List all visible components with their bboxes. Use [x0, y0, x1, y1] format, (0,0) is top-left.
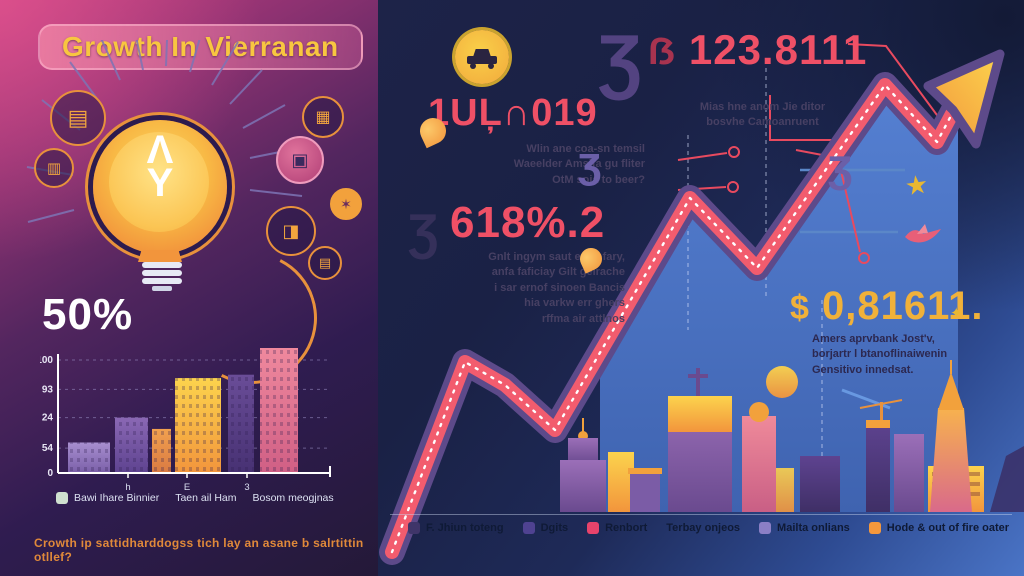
starburst-glyph: ✶ — [340, 195, 352, 212]
svg-text:54: 54 — [42, 443, 54, 454]
svg-text:h: h — [125, 482, 130, 493]
legend-label: Dgits — [540, 522, 569, 534]
stat-date-value: 1UĻ∩019 — [428, 92, 598, 134]
car-wheel — [470, 63, 476, 69]
legend-swatch — [868, 522, 881, 534]
city-skyline — [560, 360, 1024, 512]
stat-money-top: ẞ 123.8111 — [648, 26, 867, 74]
grid-glyph: ▦ — [315, 109, 331, 126]
lightbulb-illustration: Λ Y — [93, 120, 227, 254]
legend-swatch — [522, 522, 535, 534]
grid-icon: ▦ — [302, 96, 344, 138]
stat-50-percent: 50% — [42, 290, 134, 339]
legend-divider — [390, 514, 1012, 515]
svg-text:3: 3 — [244, 482, 249, 493]
star-icon: ★ — [902, 168, 931, 202]
moon — [766, 366, 798, 398]
legend-swatch — [56, 492, 68, 504]
file-icon: ▤ — [308, 246, 342, 280]
stat-date-sub: Wlin ane coa-sn temsil Waeelder Amsifa gu… — [513, 143, 645, 186]
folder-icon: ◨ — [266, 206, 316, 256]
legend-label: Terbay onjeos — [666, 522, 741, 534]
legend-item: Bosom meogjnas — [253, 492, 334, 504]
stat-money-top-sub: Mias hne anom Jie ditor bosvhe Camoanruen… — [699, 101, 826, 129]
bulb-neck — [138, 250, 182, 262]
right-chart-legend: F. Jhiun toteng Dgits Renbort Terbay onjeos… — [408, 522, 1014, 534]
glyph-top: Λ — [146, 128, 174, 172]
svg-text:93: 93 — [42, 384, 54, 395]
legend-label: Mailta onlians — [777, 522, 850, 534]
city-bar-chart: 100 93 24 54 0 h E 3 — [40, 348, 331, 493]
left-chart-legend: Bawi Ihare Binnier Taen ail Ham Bosom meog… — [56, 492, 334, 504]
legend-item: Bawi Ihare Binnier — [56, 492, 159, 504]
flourish-small-icon: ʒ — [828, 139, 853, 191]
stat-money-gold-sub: Amers aprvbank Jost'v, borjartr l btanofl… — [812, 333, 948, 376]
dollar-glyph: $ — [790, 289, 810, 327]
spire-tower — [930, 408, 972, 512]
stat-money-gold-value: 0,81611. — [822, 284, 984, 328]
legend-item: Dgits — [522, 522, 569, 534]
bulb-inner-glow — [109, 132, 209, 232]
briefcase-icon: ▣ — [276, 136, 324, 184]
legend-item: Renbort — [587, 522, 647, 534]
footnote-text: Crowth ip sattidharddogss tich lay an as… — [34, 536, 364, 564]
currency-glyph-b: ẞ — [648, 31, 677, 73]
stat-growth-value: 618%.2 — [450, 198, 606, 247]
bulb-thread — [142, 270, 182, 276]
left-panel: Growth In Vierranan Λ Y — [0, 0, 378, 576]
legend-label: Renbort — [605, 522, 648, 534]
legend-label: Bawi Ihare Binnier — [74, 492, 160, 504]
stat-money-gold: $ 0,81611. — [790, 284, 984, 329]
car-wheel — [488, 63, 494, 69]
legend-item: F. Jhiun toteng — [408, 522, 504, 534]
flourish-icon: Ʒ — [598, 21, 642, 101]
document-icon: ▤ — [50, 90, 106, 146]
svg-text:24: 24 — [42, 413, 54, 424]
file-glyph: ▤ — [318, 255, 332, 270]
legend-swatch — [408, 522, 420, 534]
legend-swatch — [759, 522, 772, 534]
currency-glyph: Λ Y — [93, 128, 227, 205]
receipt-glyph: ▥ — [46, 160, 62, 177]
legend-label: Bosom meogjnas — [252, 492, 334, 504]
legend-item: Hode & out of fire oater — [868, 522, 1010, 534]
car-body — [467, 56, 497, 64]
bird-icon — [905, 224, 941, 243]
legend-item: Taen ail Ham — [175, 492, 236, 504]
flourish-dark-icon: Ʒ — [408, 204, 439, 260]
legend-item: Mailta onlians — [759, 522, 850, 534]
bulb-rays — [26, 40, 303, 223]
sparkle-icon: ✦ — [950, 305, 963, 322]
document-glyph: ▤ — [67, 105, 89, 130]
legend-item: Terbay onjeos — [666, 522, 740, 534]
legend-swatch — [587, 522, 600, 534]
folder-glyph: ◨ — [282, 220, 300, 241]
legend-label: Hode & out of fire oater — [886, 522, 1010, 534]
title-text: Growth In Vierranan — [62, 31, 339, 62]
bulb-thread — [142, 278, 182, 284]
starburst-icon: ✶ — [330, 188, 362, 220]
bulb-tip — [152, 286, 172, 291]
svg-text:0: 0 — [47, 468, 53, 479]
bulb-thread — [142, 262, 182, 268]
car-cab — [473, 49, 491, 57]
svg-text:100: 100 — [40, 355, 53, 366]
legend-label: Taen ail Ham — [175, 492, 237, 504]
receipt-icon: ▥ — [34, 148, 74, 188]
legend-label: F. Jhiun toteng — [426, 522, 504, 534]
svg-text:E: E — [184, 482, 190, 493]
briefcase-glyph: ▣ — [291, 149, 309, 170]
flourish-small-icon: ʒ — [578, 138, 602, 187]
car-icon — [455, 30, 509, 84]
glyph-bottom: Y — [146, 160, 174, 205]
page-title: Growth In Vierranan — [38, 24, 363, 70]
stat-money-top-value: 123.8111 — [688, 26, 868, 73]
